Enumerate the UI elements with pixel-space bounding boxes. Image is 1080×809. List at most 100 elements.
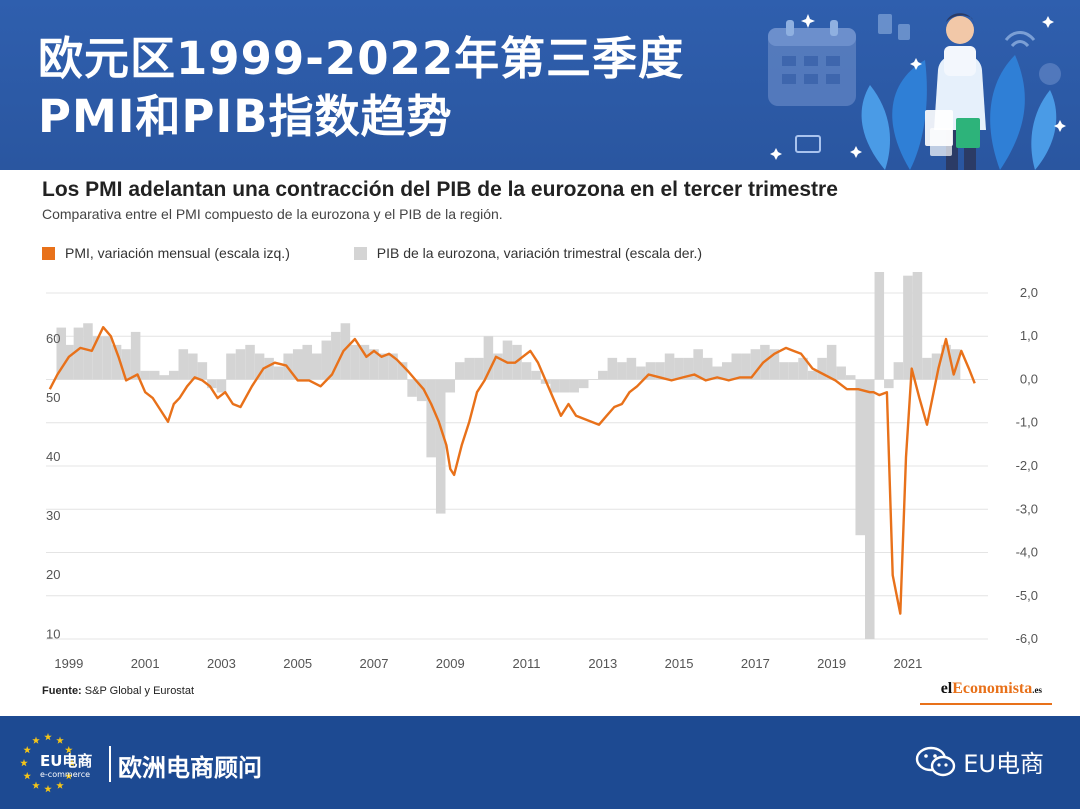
gdp-bar [121,349,131,380]
eu-stars-logo: EU电商 e-commerce [20,733,92,793]
wechat-icon [916,746,956,776]
brand-underline [920,703,1052,705]
x-tick-label: 2017 [741,656,770,671]
gdp-bar [826,344,837,380]
logo-main: EU电商 [40,752,92,770]
gdp-bar [264,357,274,380]
x-tick-label: 2007 [360,656,389,671]
gdp-bar [531,370,541,380]
gdp-bar [302,344,313,380]
gdp-bar [312,353,322,380]
chart-subtitle: Comparativa entre el PMI compuesto de la… [42,206,503,222]
right-tick-label: -6,0 [1016,631,1038,646]
gdp-bar [941,344,951,380]
gdp-bar [645,362,656,380]
left-tick-label: 10 [46,626,60,641]
header-banner: 欧元区1999-2022年第三季度 PMI和PIB指数趋势 [0,0,1080,170]
gdp-bar [369,349,379,380]
gdp-bar [216,379,227,393]
right-axis-ticks: 2,0 1,0 0,0 -1,0 -2,0 -3,0 -4,0 -5,0 -6,0 [1016,285,1038,646]
brand-suffix: .es [1032,685,1042,695]
x-tick-label: 1999 [54,656,83,671]
pmi-gdp-chart: 60 50 40 30 20 10 2,0 1,0 0,0 -1,0 -2,0 -3,0 -4,0 -5… [46,272,1038,671]
gdp-bar [378,353,389,380]
gdp-bar [455,362,465,380]
gdp-bar [731,353,742,380]
gdp-bar [779,362,789,380]
gdp-bar [292,349,303,380]
gdp-bar [102,336,112,380]
wechat-account[interactable]: EU电商 [915,744,1044,779]
footer-divider [109,746,111,782]
gdp-bar [407,379,417,397]
x-tick-label: 2011 [513,656,541,671]
eu-star [56,736,64,744]
brand-highlight: Economista [952,680,1033,697]
gdp-bar [235,349,246,380]
gdp-bar [521,362,532,380]
gdp-bar [550,379,560,393]
right-tick-label: -5,0 [1016,588,1038,603]
gdp-bar [502,340,513,380]
gdp-bar [769,349,780,380]
gdp-bar [817,357,827,380]
x-tick-label: 2001 [131,656,160,671]
gdp-bar [950,349,961,380]
right-tick-label: -2,0 [1016,458,1038,473]
footer-bar: EU电商 e-commerce 欧洲电商顾问 EU电商 [0,716,1080,809]
left-tick-label: 50 [46,390,60,405]
gdp-bar [674,357,684,380]
eu-star [44,733,52,741]
left-tick-label: 60 [46,331,60,346]
eu-star [23,772,31,780]
gdp-bar [483,336,494,380]
x-tick-label: 2021 [893,656,922,671]
gdp-bar [168,370,179,380]
elEconomista-logo: elEconomista.es [941,680,1042,698]
gdp-bar [693,349,703,380]
right-tick-label: 0,0 [1020,371,1038,386]
gdp-bar [903,275,913,380]
x-axis-ticks: 1999 2001 2003 2005 2007 2009 2011 2013 2015 2017… [54,656,922,671]
gdp-bar [607,357,618,380]
right-tick-label: -1,0 [1016,415,1038,430]
gdp-bar [73,327,84,380]
sparkle-icons [770,14,1066,160]
right-tick-label: -3,0 [1016,501,1038,516]
gdp-bar [83,323,93,380]
gdp-bar [845,375,856,380]
legend-swatch-pmi [42,247,55,260]
left-axis-ticks: 60 50 40 30 20 10 [46,331,60,641]
gdp-bar [721,362,732,380]
gdp-bar [683,357,694,380]
gdp-bar [159,375,169,380]
x-tick-label: 2003 [207,656,236,671]
chart-source: Fuente: S&P Global y Eurostat [42,685,194,697]
gdp-bar [426,379,436,458]
left-tick-label: 40 [46,449,60,464]
gdp-bar [912,272,923,380]
x-tick-label: 2015 [665,656,694,671]
x-tick-label: 2009 [436,656,465,671]
gdp-bar [865,379,875,640]
gdp-bar [702,357,713,380]
gdp-bar [435,379,446,514]
chart-legend: PMI, variación mensual (escala izq.) PIB… [42,245,762,261]
eu-star [32,781,40,789]
logo-sub: e-commerce [40,770,90,779]
eu-star [65,772,73,780]
gdp-bar [493,353,503,380]
chart-title: Los PMI adelantan una contracción del PI… [42,178,838,201]
gdp-bar [111,344,122,380]
eu-star [68,759,76,767]
gdp-bar [807,370,818,380]
gdp-bar [178,349,189,380]
gdp-bar [836,366,846,380]
eu-star [32,736,40,744]
gdp-bar [578,379,589,389]
gdp-bar [874,272,885,380]
gdp-bar [254,353,265,380]
eu-star [56,781,64,789]
x-tick-label: 2013 [588,656,617,671]
source-label: Fuente: [42,685,82,697]
